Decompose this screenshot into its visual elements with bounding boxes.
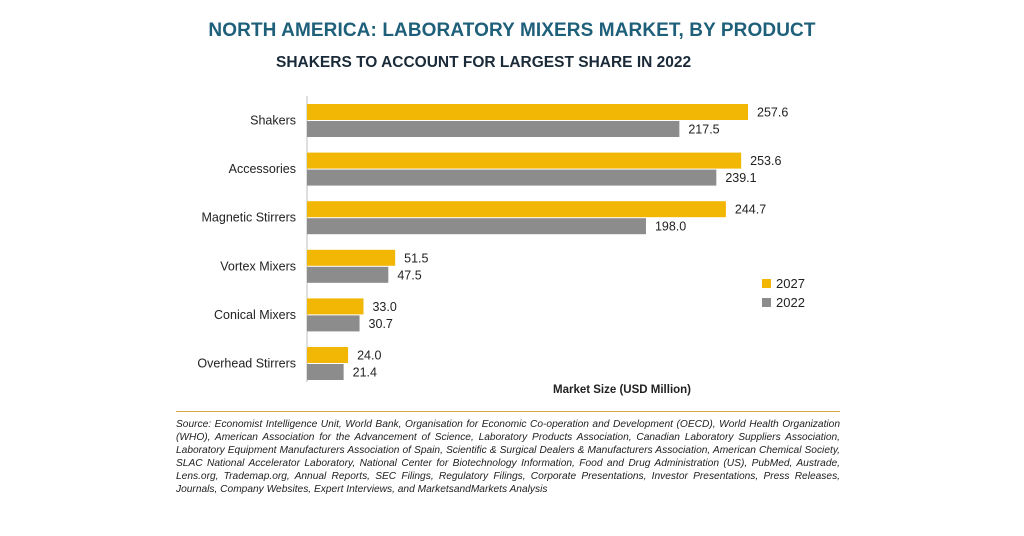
x-axis-title: Market Size (USD Million) (553, 384, 692, 396)
bar-2022-overhead-stirrers (307, 364, 344, 380)
value-label-2027-magnetic-stirrers: 244.7 (735, 203, 766, 217)
legend-swatch-2022 (762, 298, 771, 307)
value-label-2022-overhead-stirrers: 21.4 (353, 366, 377, 380)
value-label-2027-vortex-mixers: 51.5 (404, 251, 428, 265)
bar-2027-conical-mixers (307, 298, 364, 315)
legend-swatch-2027 (762, 279, 771, 288)
bar-2027-accessories (307, 152, 742, 169)
value-label-2027-shakers: 257.6 (757, 106, 788, 120)
category-label-accessories: Accessories (229, 162, 296, 176)
bar-2027-overhead-stirrers (307, 347, 349, 363)
value-label-2027-accessories: 253.6 (750, 154, 781, 168)
value-label-2022-shakers: 217.5 (688, 123, 719, 137)
value-label-2022-conical-mixers: 30.7 (369, 317, 393, 331)
value-label-2027-overhead-stirrers: 24.0 (357, 349, 381, 363)
bar-2022-magnetic-stirrers (307, 218, 646, 235)
category-label-conical-mixers: Conical Mixers (214, 308, 296, 322)
bar-2027-magnetic-stirrers (307, 201, 726, 218)
bar-chart: Shakers 257.6 217.5 Accessories 253.6 239.1 Ma… (197, 96, 805, 382)
bar-2022-shakers (307, 121, 680, 137)
source-divider (176, 411, 840, 412)
chart-title: NORTH AMERICA: LABORATORY MIXERS MARKET,… (208, 20, 816, 41)
category-label-magnetic-stirrers: Magnetic Stirrers (202, 211, 296, 225)
bar-2027-shakers (307, 104, 748, 120)
source-note: Source: Economist Intelligence Unit, Wor… (176, 419, 840, 495)
category-label-overhead-stirrers: Overhead Stirrers (197, 357, 296, 371)
bar-2027-vortex-mixers (307, 249, 396, 266)
bar-2022-vortex-mixers (307, 266, 389, 283)
category-label-vortex-mixers: Vortex Mixers (220, 259, 296, 273)
bar-2022-accessories (307, 169, 717, 186)
chart-subtitle: SHAKERS TO ACCOUNT FOR LARGEST SHARE IN … (276, 54, 692, 71)
legend-label-2027: 2027 (776, 276, 805, 291)
value-label-2022-vortex-mixers: 47.5 (397, 268, 421, 282)
value-label-2022-accessories: 239.1 (725, 171, 756, 185)
value-label-2027-conical-mixers: 33.0 (372, 300, 396, 314)
legend-label-2022: 2022 (776, 295, 805, 310)
category-label-shakers: Shakers (250, 114, 296, 128)
value-label-2022-magnetic-stirrers: 198.0 (655, 220, 686, 234)
bar-2022-conical-mixers (307, 315, 360, 332)
